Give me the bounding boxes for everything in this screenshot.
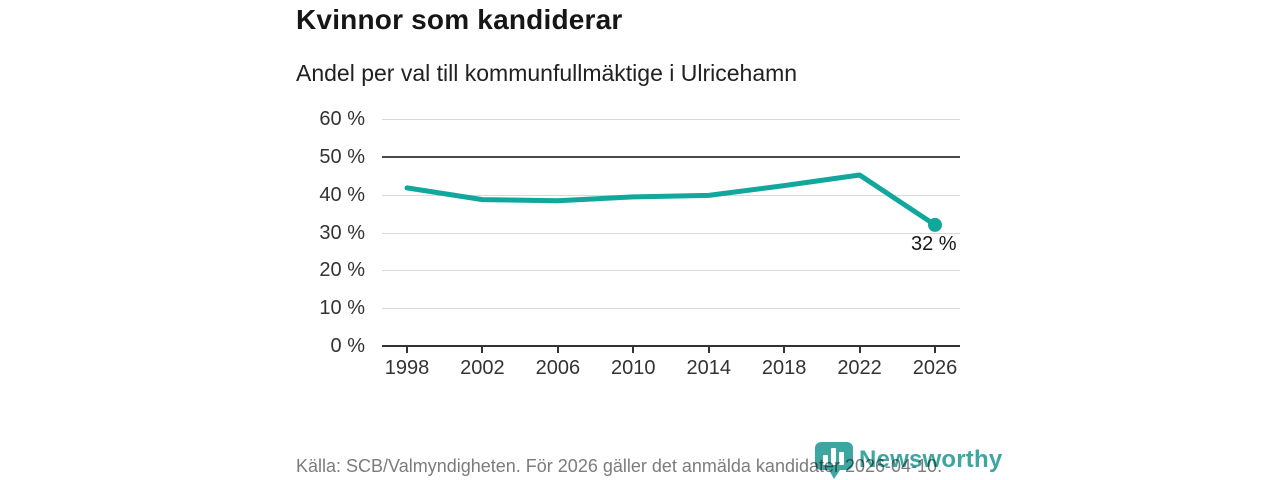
x-tick-label: 2026 [912,357,958,379]
bar-chart-pin-icon [815,442,853,479]
x-tick-label: 2014 [686,357,731,379]
end-point-marker [928,217,942,232]
x-tick [858,346,861,353]
x-tick-label: 2006 [535,357,581,379]
gridline-60 [382,119,960,120]
newsworthy-logo: Newsworthy [813,441,1002,479]
x-tick [556,346,559,353]
x-tick-label: 2010 [611,357,656,379]
source-text: Källa: SCB/Valmyndigheten. För 2026 gäll… [296,456,943,476]
y-tick-label: 0 % [330,335,365,357]
x-tick [406,346,408,353]
chart-subtitle: Andel per val till kommunfullmäktige i U… [296,60,798,86]
x-tick [481,346,484,353]
y-tick-label: 20 % [319,259,365,282]
x-tick [707,346,710,353]
plot-area [382,119,960,347]
gridline-10 [382,308,960,310]
y-tick-label: 30 % [319,221,365,244]
x-tick [783,346,786,353]
x-axis-line [382,345,960,347]
gridline-50 [382,155,960,158]
logo-text: Newsworthy [859,446,1003,473]
y-tick-label: 50 % [319,145,365,168]
gridline-20 [382,270,960,272]
gridline-30 [382,232,960,234]
x-tick [632,346,635,353]
x-tick-label: 2002 [460,357,505,379]
x-tick [934,346,936,353]
data-line [404,172,938,228]
x-tick-label: 2022 [837,357,882,379]
y-tick-label: 60 % [319,108,365,130]
y-tick-label: 10 % [319,297,365,320]
y-tick-label: 40 % [319,183,365,206]
line-series [404,172,942,232]
x-tick-label: 1998 [384,357,430,379]
data-point-label: 32 % [911,232,957,255]
chart-title: Kvinnor som kandiderar [296,4,623,35]
x-tick-label: 2018 [761,357,807,379]
